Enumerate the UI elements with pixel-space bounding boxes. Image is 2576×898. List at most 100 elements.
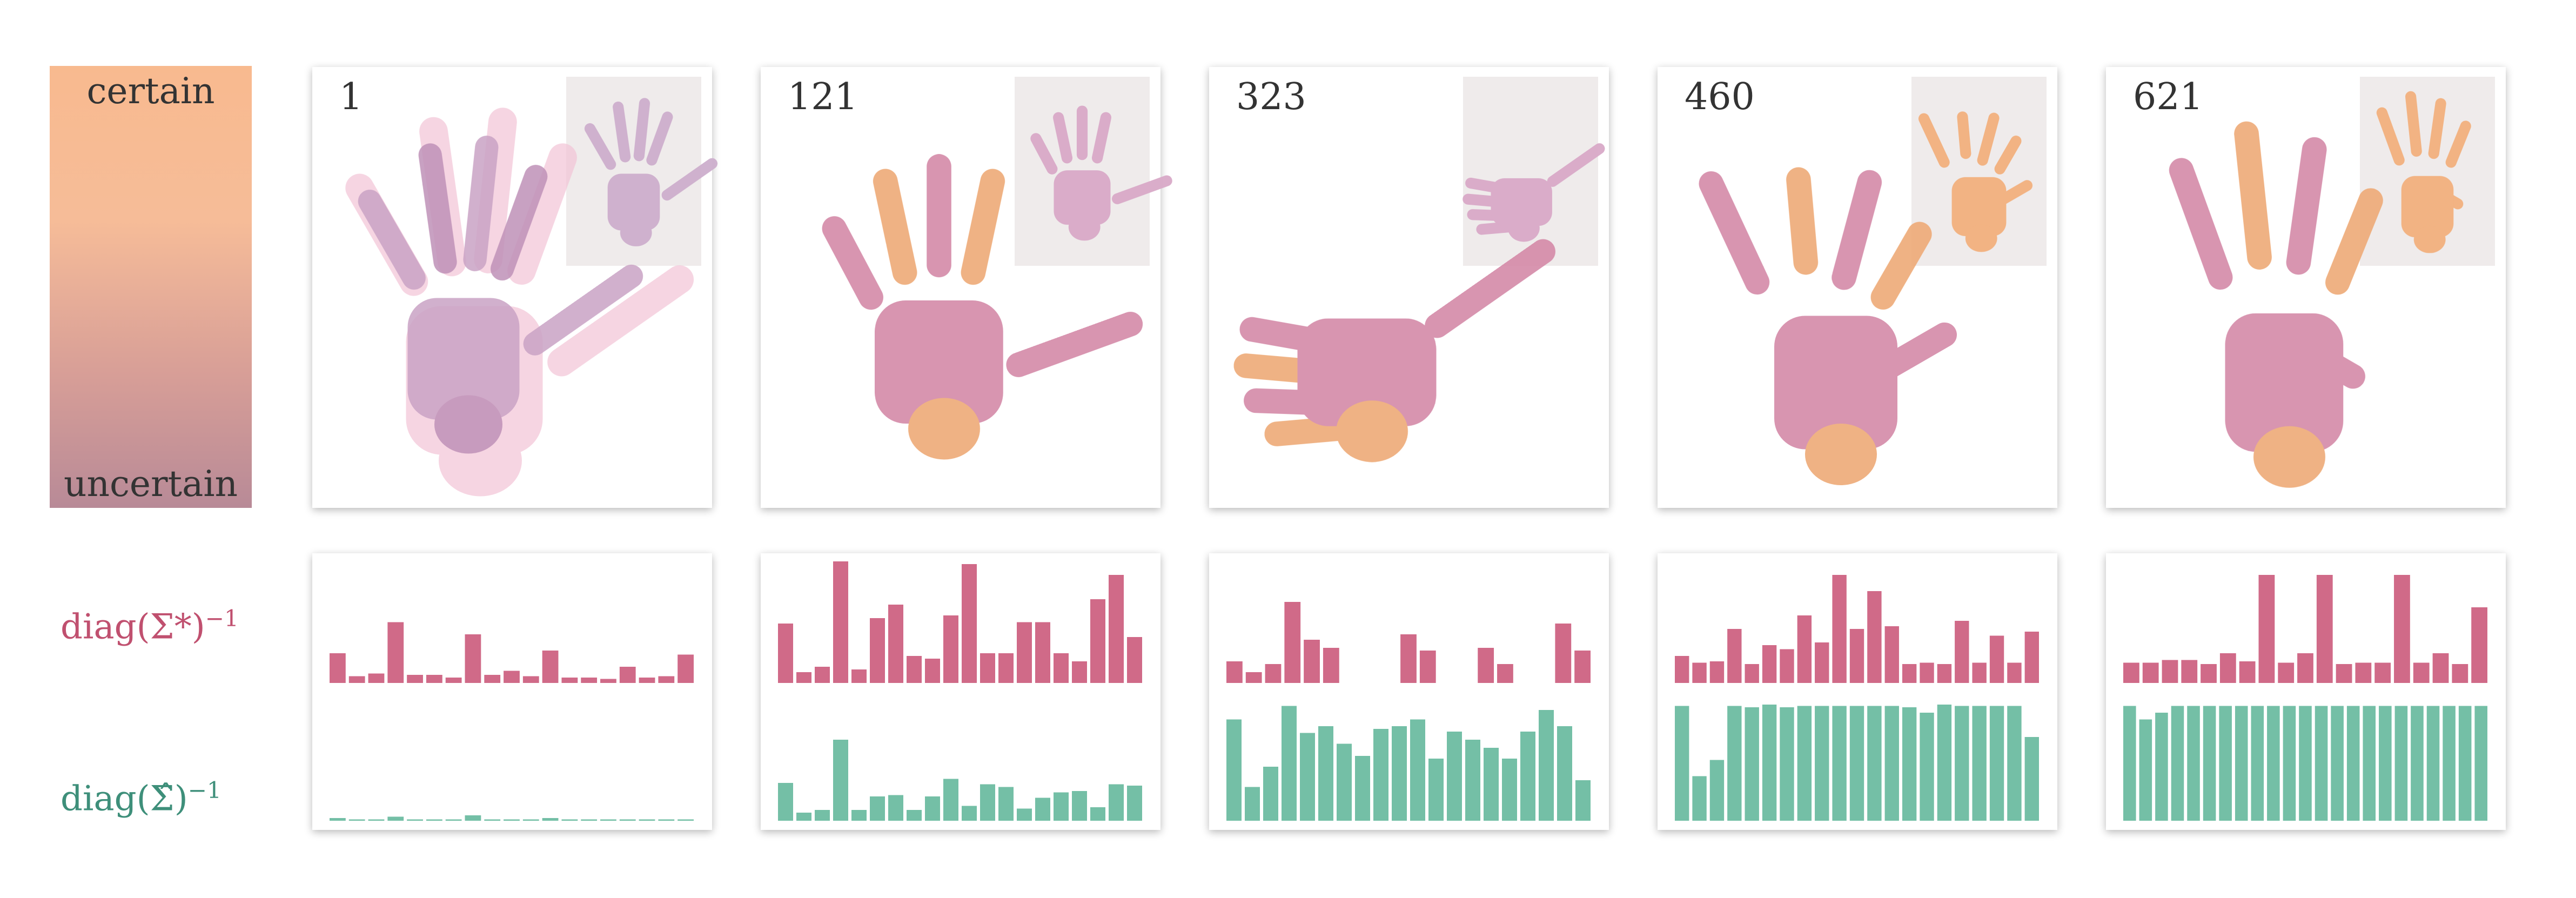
sigma-star-bar: [1727, 629, 1742, 683]
sigma-star-bar: [1109, 575, 1124, 683]
sigma-star-bar: [925, 659, 940, 683]
main-wrist: [434, 395, 502, 454]
frame-panel-621: 621: [2106, 67, 2506, 508]
sigma-star-bar: [619, 667, 636, 683]
sigma-hat-bar: [1245, 787, 1260, 821]
main-finger: [873, 169, 917, 285]
sigma-hat-bar: [962, 806, 977, 821]
sigma-hat-bar: [522, 819, 539, 821]
hand-reconstruction-svg: [822, 154, 1143, 460]
inset-wrist: [1068, 213, 1101, 241]
sigma-hat-bar: [561, 819, 578, 821]
ground-truth-inset: [1911, 77, 2047, 266]
sigma-star-bar: [426, 675, 442, 683]
hand-reconstruction-svg: [1699, 167, 1957, 485]
sigma-star-bar: [1400, 634, 1417, 683]
sigma-star-bar: [600, 679, 616, 683]
sigma-star-bar: [1245, 672, 1262, 683]
sigma-hat-bar: [542, 818, 559, 821]
sigma-hat-bar: [1373, 729, 1388, 821]
sigma-star-bar: [1478, 648, 1494, 683]
main-palm: [1297, 318, 1437, 426]
sigma-star-bar: [658, 676, 675, 683]
sigma-star-bar: [2297, 653, 2313, 683]
sigma-hat-bar: [888, 795, 903, 821]
sigma-hat-bar: [1937, 705, 1952, 821]
sigma-star-bar: [504, 671, 520, 683]
sigma-hat-bar: [2171, 706, 2184, 821]
main-finger: [1870, 222, 1932, 310]
sigma-star-bar: [2123, 662, 2139, 683]
main-finger: [2325, 188, 2383, 295]
sigma-hat-bar: [1780, 707, 1794, 821]
sigma-hat-bar: [1867, 706, 1882, 821]
sigma-hat-bar: [330, 818, 346, 821]
sigma-hat-bar: [980, 784, 995, 821]
sigma-star-bar: [2452, 664, 2468, 683]
row-label-sigma-hat: diag(Σ̂)−1: [61, 777, 222, 819]
sigma-star-bar: [1692, 662, 1707, 683]
bar-panel-1: [312, 553, 712, 830]
sigma-star-bar: [1849, 629, 1864, 683]
sigma-star-bar: [907, 656, 922, 683]
sigma-star-bar: [2336, 664, 2352, 683]
main-finger: [1878, 322, 1957, 379]
main-hand-mesh: [1699, 167, 1957, 485]
sigma-star-bar: [2355, 662, 2372, 683]
sigma-star-bar: [445, 678, 462, 683]
frame-number: 460: [1685, 76, 1755, 118]
sigma-hat-bar: [387, 816, 404, 821]
sigma-star-bar: [1832, 575, 1847, 683]
sigma-hat-bar: [1428, 759, 1444, 821]
precision-bar-chart: [1226, 602, 1591, 821]
sigma-hat-bar: [619, 819, 636, 821]
sigma-hat-bar: [2235, 706, 2248, 821]
sigma-hat-bar: [1520, 732, 1535, 821]
sigma-star-bar: [943, 615, 958, 683]
main-finger: [927, 154, 951, 278]
sigma-star-bar: [962, 564, 977, 683]
sigma-hat-bar: [1675, 706, 1689, 821]
inset-finger: [1053, 112, 1073, 164]
sigma-hat-bar: [1557, 726, 1572, 821]
inset-hand-mesh: [2376, 91, 2471, 253]
sigma-hat-bar: [2123, 706, 2136, 821]
sigma-hat-bar: [504, 819, 520, 821]
sigma-hat-bar: [348, 819, 365, 821]
frame-panel-460: 460: [1658, 67, 2057, 508]
sigma-star-bar: [2181, 660, 2198, 683]
main-wrist: [2253, 426, 2325, 488]
inset-hand-mesh: [1463, 143, 1605, 242]
sigma-hat-bar: [2458, 706, 2472, 821]
inset-hand-svg: [1463, 143, 1605, 242]
sigma-star-bar: [1709, 661, 1725, 683]
sigma-star-bar: [998, 653, 1014, 683]
sigma-hat-bar: [833, 740, 848, 821]
inset-finger: [1091, 112, 1111, 164]
sigma-hat-bar: [1727, 706, 1742, 821]
main-palm: [407, 298, 520, 420]
sigma-hat-bar: [851, 810, 867, 821]
sigma-hat-bar: [1745, 707, 1759, 821]
sigma-hat-bar: [796, 813, 811, 821]
sigma-hat-bar: [407, 819, 423, 821]
main-finger: [2234, 121, 2272, 270]
inset-finger: [613, 101, 631, 163]
ground-truth-inset: [2360, 77, 2495, 266]
sigma-hat-bar: [1263, 767, 1278, 821]
inset-hand-mesh: [584, 98, 718, 246]
frame-number: 323: [1236, 76, 1306, 118]
sigma-star-bar: [1284, 602, 1301, 683]
inset-finger: [2376, 107, 2405, 166]
sigma-star-bar: [2024, 632, 2039, 683]
precision-bar-chart: [330, 622, 694, 821]
sigma-hat-bar: [998, 787, 1014, 821]
inset-finger: [1547, 143, 1605, 187]
sigma-hat-bar: [2474, 706, 2487, 821]
sigma-hat-bar: [2024, 737, 2039, 821]
sigma-hat-bar: [2155, 713, 2168, 821]
sigma-star-bar: [639, 678, 655, 683]
main-wrist: [1805, 424, 1877, 485]
uncertainty-colorbar: certain uncertain: [50, 66, 252, 508]
sigma-hat-bar: [1017, 808, 1032, 821]
